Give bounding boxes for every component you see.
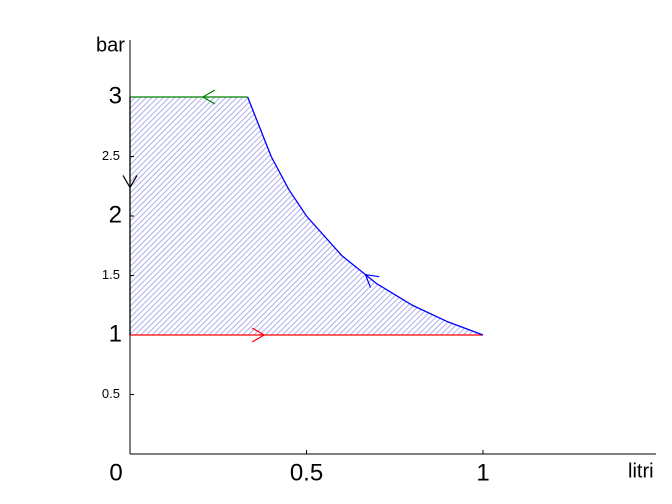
y-tick-label: 2 xyxy=(109,201,122,228)
y-tick-label: 1.5 xyxy=(102,267,120,282)
y-axis-label: bar xyxy=(96,34,125,56)
direction-arrow xyxy=(251,327,266,343)
x-tick-label: 1 xyxy=(476,459,489,486)
x-axis-label: litri xyxy=(628,460,654,482)
y-tick-label: 3 xyxy=(109,82,122,109)
y-tick-label: 0.5 xyxy=(102,386,120,401)
direction-arrow xyxy=(122,175,138,189)
y-tick-label: 2.5 xyxy=(102,148,120,163)
process-line xyxy=(247,96,484,336)
direction-arrow xyxy=(201,89,216,105)
x-tick-label: 0.5 xyxy=(290,459,323,486)
x-tick-label: 0 xyxy=(109,459,122,486)
direction-arrow xyxy=(364,273,380,288)
y-tick-label: 1 xyxy=(109,320,122,347)
